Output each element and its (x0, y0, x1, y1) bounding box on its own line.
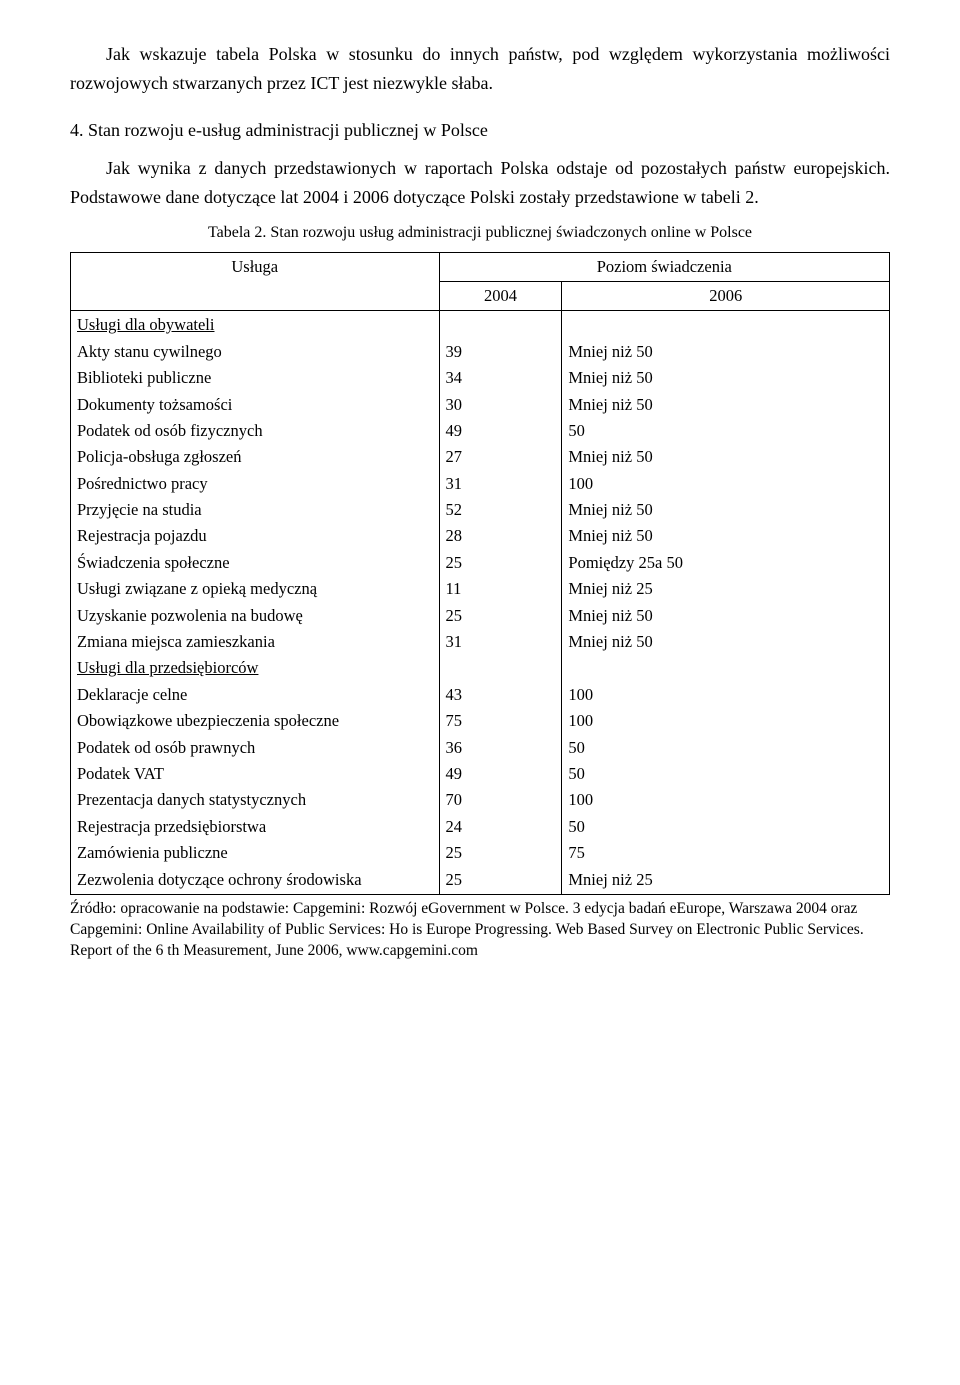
table-caption: Tabela 2. Stan rozwoju usług administrac… (70, 220, 890, 246)
table-header-2004: 2004 (439, 281, 562, 310)
source-note: Źródło: opracowanie na podstawie: Capgem… (70, 899, 890, 962)
table-cell: Usługi dla obywateliAkty stanu cywilnego… (71, 311, 440, 895)
intro-paragraph: Jak wskazuje tabela Polska w stosunku do… (70, 40, 890, 98)
table-header-level: Poziom świadczenia (439, 252, 889, 281)
section-label: Usługi dla przedsiębiorców (77, 658, 258, 677)
table-cell: 393430492731522825112531 437536497024252… (439, 311, 562, 895)
table-cell: Mniej niż 50Mniej niż 50Mniej niż 5050Mn… (562, 311, 890, 895)
table-header-2006: 2006 (562, 281, 890, 310)
section-heading: 4. Stan rozwoju e-usług administracji pu… (70, 116, 890, 145)
table-row: Usługi dla obywateliAkty stanu cywilnego… (71, 311, 890, 895)
services-table: Usługa Poziom świadczenia 2004 2006 Usłu… (70, 252, 890, 895)
body-paragraph: Jak wynika z danych przedstawionych w ra… (70, 154, 890, 212)
section-label: Usługi dla obywateli (77, 315, 214, 334)
table-header-service: Usługa (71, 252, 440, 311)
